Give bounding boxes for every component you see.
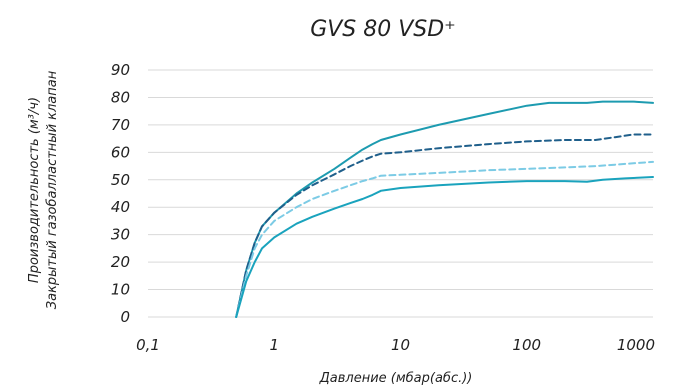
y-tick-label: 50	[111, 171, 130, 189]
grid	[148, 69, 653, 318]
y-axis-label-line-1-wrap: Производительность (м³/ч)	[27, 97, 42, 283]
series-line-4	[235, 176, 654, 318]
y-tick-label: 70	[111, 116, 130, 134]
y-tick-label: 30	[111, 226, 130, 244]
series-line-1	[235, 100, 654, 318]
x-axis-label: Давление (мбар(абс.))	[319, 371, 473, 386]
y-axis-label-line-1: Производительность (м³/ч)	[27, 97, 42, 283]
series-line-2	[235, 133, 654, 318]
x-tick-label: 1	[269, 336, 279, 354]
y-tick-label: 90	[111, 61, 130, 79]
y-tick-labels: 0 10 20 30 40 50 60 70 80 90	[111, 61, 130, 326]
y-axis-label-line-2: Закрытый газобалластный клапан	[45, 70, 60, 309]
y-axis-label-line-2-wrap: Закрытый газобалластный клапан	[45, 70, 60, 309]
x-tick-label: 100	[512, 336, 541, 354]
y-tick-label: 60	[111, 143, 130, 161]
y-tick-label: 20	[111, 253, 130, 271]
x-tick-labels: 0,1 1 10 100 1000	[136, 336, 655, 354]
x-tick-label: 1000	[617, 336, 655, 354]
y-tick-label: 10	[111, 281, 130, 299]
series-line-3	[235, 160, 654, 318]
chart-title: GVS 80 VSD⁺	[310, 17, 456, 42]
x-tick-label: 10	[391, 336, 410, 354]
y-tick-label: 40	[111, 198, 130, 216]
y-tick-label: 0	[120, 308, 130, 326]
series-group	[235, 100, 654, 318]
y-tick-label: 80	[111, 88, 130, 106]
x-tick-label: 0,1	[136, 336, 160, 354]
